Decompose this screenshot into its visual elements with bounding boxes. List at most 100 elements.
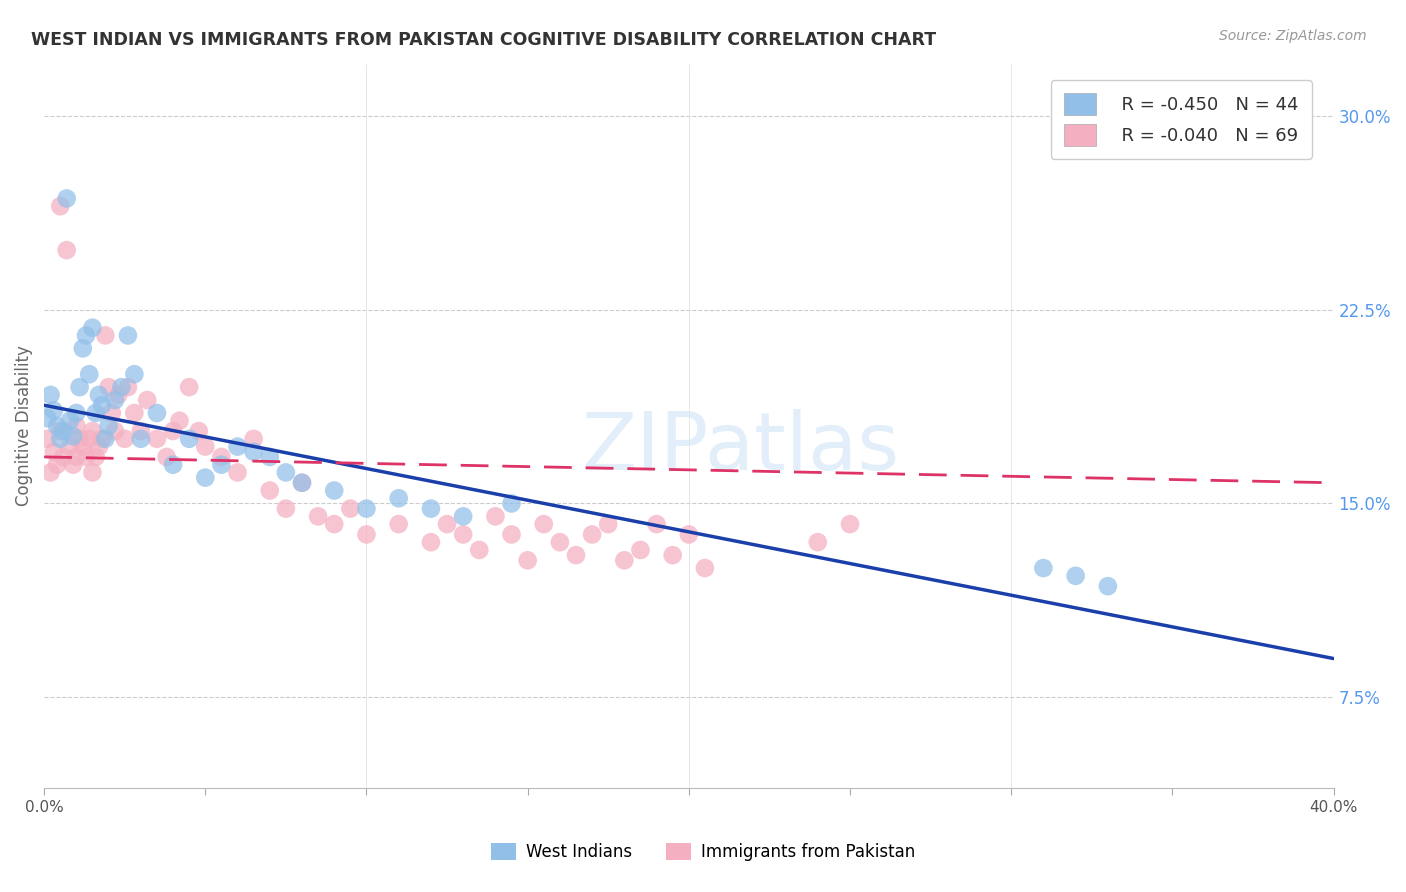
Point — [307, 509, 329, 524]
Point — [69, 380, 91, 394]
Point — [72, 440, 94, 454]
Point — [124, 406, 146, 420]
Point — [388, 491, 411, 506]
Point — [104, 424, 127, 438]
Point — [49, 424, 72, 438]
Point — [37, 432, 59, 446]
Point — [1097, 579, 1119, 593]
Point — [501, 496, 523, 510]
Point — [117, 380, 139, 394]
Point — [226, 440, 249, 454]
Point — [323, 517, 346, 532]
Point — [87, 388, 110, 402]
Point — [451, 527, 474, 541]
Point — [136, 392, 159, 407]
Point — [42, 403, 65, 417]
Point — [242, 432, 264, 446]
Point — [533, 517, 555, 532]
Y-axis label: Cognitive Disability: Cognitive Disability — [15, 345, 32, 507]
Point — [162, 424, 184, 438]
Point — [1032, 561, 1054, 575]
Text: Source: ZipAtlas.com: Source: ZipAtlas.com — [1219, 29, 1367, 43]
Point — [39, 388, 62, 402]
Point — [75, 450, 97, 464]
Point — [613, 553, 636, 567]
Point — [69, 432, 91, 446]
Point — [259, 450, 281, 464]
Point — [678, 527, 700, 541]
Point — [323, 483, 346, 498]
Point — [46, 418, 69, 433]
Point — [162, 458, 184, 472]
Point — [839, 517, 862, 532]
Point — [468, 543, 491, 558]
Point — [598, 517, 620, 532]
Point — [77, 432, 100, 446]
Point — [97, 380, 120, 394]
Point — [565, 548, 588, 562]
Point — [645, 517, 668, 532]
Text: WEST INDIAN VS IMMIGRANTS FROM PAKISTAN COGNITIVE DISABILITY CORRELATION CHART: WEST INDIAN VS IMMIGRANTS FROM PAKISTAN … — [31, 31, 936, 49]
Point — [59, 440, 82, 454]
Point — [65, 406, 87, 420]
Point — [259, 483, 281, 498]
Point — [114, 432, 136, 446]
Point — [187, 424, 209, 438]
Point — [179, 432, 201, 446]
Point — [155, 450, 177, 464]
Point — [356, 527, 378, 541]
Point — [436, 517, 458, 532]
Point — [194, 440, 217, 454]
Point — [661, 548, 683, 562]
Point — [129, 432, 152, 446]
Point — [55, 191, 77, 205]
Point — [52, 424, 75, 438]
Point — [388, 517, 411, 532]
Point — [209, 458, 232, 472]
Point — [419, 535, 441, 549]
Point — [77, 368, 100, 382]
Point — [82, 320, 104, 334]
Point — [356, 501, 378, 516]
Point — [339, 501, 361, 516]
Point — [209, 450, 232, 464]
Point — [59, 414, 82, 428]
Text: ZIPatlas: ZIPatlas — [581, 409, 900, 487]
Point — [451, 509, 474, 524]
Point — [291, 475, 314, 490]
Point — [146, 406, 169, 420]
Point — [1064, 569, 1087, 583]
Point — [37, 411, 59, 425]
Point — [46, 458, 69, 472]
Point — [75, 328, 97, 343]
Legend:   R = -0.450   N = 44,   R = -0.040   N = 69: R = -0.450 N = 44, R = -0.040 N = 69 — [1050, 80, 1312, 159]
Point — [107, 388, 129, 402]
Point — [101, 406, 124, 420]
Point — [49, 199, 72, 213]
Point — [94, 432, 117, 446]
Point — [62, 458, 84, 472]
Point — [169, 414, 191, 428]
Point — [242, 444, 264, 458]
Point — [516, 553, 538, 567]
Point — [274, 501, 297, 516]
Point — [419, 501, 441, 516]
Point — [42, 444, 65, 458]
Point — [49, 432, 72, 446]
Point — [87, 440, 110, 454]
Point — [129, 424, 152, 438]
Point — [97, 418, 120, 433]
Point — [179, 380, 201, 394]
Point — [807, 535, 830, 549]
Point — [581, 527, 603, 541]
Point — [39, 466, 62, 480]
Point — [72, 342, 94, 356]
Point — [630, 543, 652, 558]
Point — [291, 475, 314, 490]
Point — [65, 450, 87, 464]
Point — [484, 509, 506, 524]
Point — [124, 368, 146, 382]
Point — [55, 243, 77, 257]
Point — [62, 429, 84, 443]
Point — [548, 535, 571, 549]
